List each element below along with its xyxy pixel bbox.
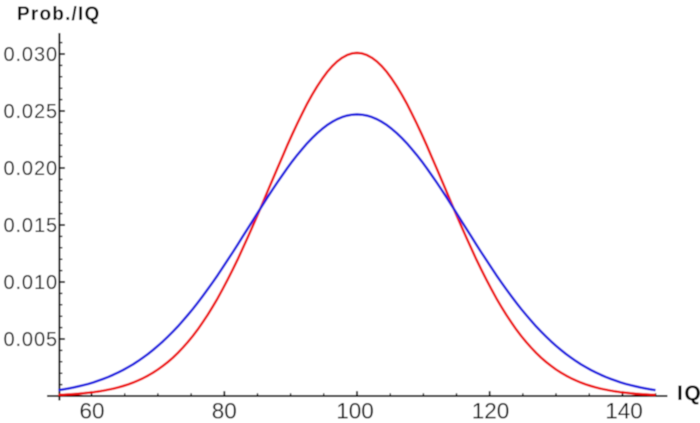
- svg-text:100: 100: [336, 399, 374, 423]
- svg-text:60: 60: [79, 399, 104, 423]
- svg-text:80: 80: [212, 399, 237, 423]
- svg-text:0.020: 0.020: [3, 158, 58, 180]
- svg-text:140: 140: [605, 399, 643, 423]
- svg-text:0.010: 0.010: [3, 272, 58, 294]
- svg-text:0.015: 0.015: [3, 215, 58, 237]
- svg-text:120: 120: [472, 399, 510, 423]
- svg-text:0.030: 0.030: [3, 44, 58, 66]
- svg-text:IQ: IQ: [677, 382, 700, 405]
- svg-text:Prob./IQ: Prob./IQ: [17, 4, 101, 25]
- svg-text:0.025: 0.025: [3, 101, 58, 123]
- svg-text:0.005: 0.005: [3, 329, 58, 351]
